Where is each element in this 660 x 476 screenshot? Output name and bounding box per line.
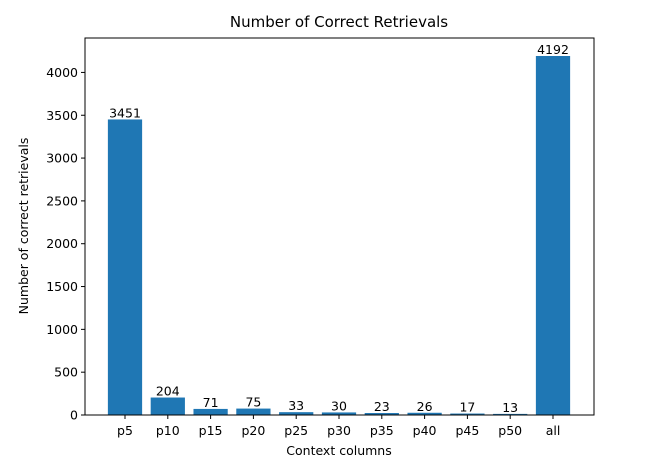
data-label-p10: 204 (156, 384, 180, 399)
x-axis: p5 p10 p15 p20 p25 p30 p35 p40 p45 p50 all (117, 415, 560, 438)
x-tick-label-p30: p30 (327, 423, 351, 438)
data-label-p30: 30 (331, 398, 347, 413)
data-label-p15: 71 (203, 395, 219, 410)
y-tick-label-3000: 3000 (46, 151, 78, 166)
y-axis: 0 500 1000 1500 2000 2500 3000 3500 4000 (46, 65, 85, 423)
bar-p45 (450, 413, 485, 415)
bar-p35 (364, 413, 399, 415)
bar-p30 (321, 412, 357, 415)
data-label-all: 4192 (537, 42, 569, 57)
bar-p25 (279, 412, 314, 415)
data-label-p40: 26 (417, 399, 433, 414)
bars-group (107, 55, 571, 416)
bar-p10 (150, 397, 185, 415)
x-tick-label-p45: p45 (455, 423, 479, 438)
bar-p40 (407, 412, 442, 415)
data-label-p35: 23 (374, 399, 390, 414)
data-label-p25: 33 (288, 398, 304, 413)
data-label-p20: 75 (245, 395, 261, 410)
y-tick-label-2500: 2500 (46, 193, 78, 208)
x-tick-label-p5: p5 (117, 423, 133, 438)
x-tick-label-p25: p25 (284, 423, 308, 438)
y-tick-label-1500: 1500 (46, 279, 78, 294)
chart-title: Number of Correct Retrievals (230, 13, 448, 31)
bar-all (535, 55, 571, 416)
y-tick-label-0: 0 (70, 408, 78, 423)
x-tick-label-p35: p35 (370, 423, 394, 438)
bar-p20 (236, 408, 271, 415)
y-tick-label-4000: 4000 (46, 65, 78, 80)
x-tick-label-p50: p50 (498, 423, 522, 438)
x-tick-label-p10: p10 (156, 423, 180, 438)
bar-p50 (493, 413, 528, 415)
y-tick-label-3500: 3500 (46, 108, 78, 123)
y-tick-label-500: 500 (54, 365, 78, 380)
x-tick-label-p15: p15 (199, 423, 223, 438)
data-label-p5: 3451 (109, 105, 141, 120)
data-label-p45: 17 (459, 400, 475, 415)
plot-frame (84, 37, 595, 416)
y-axis-label: Number of correct retrievals (16, 138, 31, 315)
x-tick-label-p40: p40 (413, 423, 437, 438)
data-labels-group: 3451 204 71 75 33 30 23 26 17 13 4192 (109, 42, 569, 415)
bar-p15 (193, 408, 228, 415)
y-tick-label-2000: 2000 (46, 236, 78, 251)
x-axis-label: Context columns (286, 443, 391, 458)
x-tick-label-p20: p20 (241, 423, 265, 438)
y-tick-label-1000: 1000 (46, 322, 78, 337)
bar-p5 (107, 119, 143, 415)
data-label-p50: 13 (502, 400, 518, 415)
x-tick-label-all: all (546, 423, 561, 438)
